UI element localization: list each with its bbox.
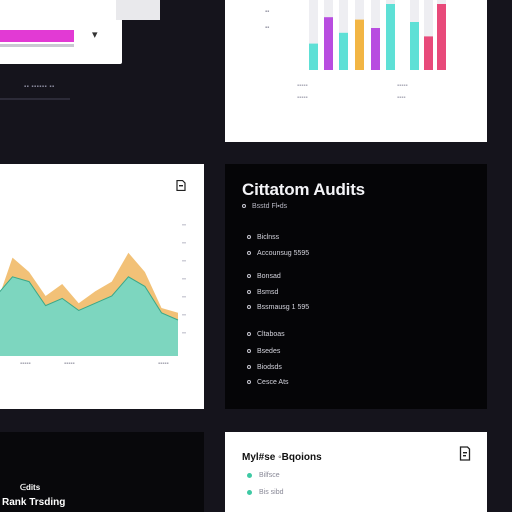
bar-chart-card: ▪▪ ▪▪ ▪▪▪▪▪ ▪▪▪▪▪ ▪▪▪▪▪ ▪▪▪▪ <box>225 0 487 142</box>
audit-item[interactable]: Bsedes <box>247 348 280 355</box>
audit-item[interactable]: Cesce Ats <box>247 379 289 386</box>
item-label: Bonsad <box>257 273 281 280</box>
y-tick-mark <box>182 314 186 316</box>
radio-icon <box>247 251 251 256</box>
audit-item[interactable]: Bssmausg 1 595 <box>247 304 309 311</box>
progress-bar-magenta <box>0 30 74 42</box>
status-dot-icon <box>247 472 252 478</box>
progress-bar-track <box>0 44 74 47</box>
document-icon[interactable] <box>176 180 186 191</box>
bar <box>339 32 348 70</box>
radio-icon <box>247 332 251 337</box>
radio-icon <box>247 349 251 354</box>
y-tick-mark <box>182 242 186 244</box>
x-tick-label: ▪▪▪▪▪ <box>158 361 169 367</box>
x-tick-label: ▪▪▪▪▪ <box>64 361 75 367</box>
line-chart-card: ▪▪▪▪▪ ▪▪▪▪▪ ▪▪▪▪▪ <box>0 164 204 409</box>
item-label: Accounsug 5595 <box>257 250 310 257</box>
bar <box>324 17 333 70</box>
item-label: Cesce Ats <box>257 379 289 386</box>
teal-line-series <box>0 276 179 321</box>
area-chart: ▪▪▪▪▪ ▪▪▪▪▪ ▪▪▪▪▪ <box>0 224 186 367</box>
radio-icon <box>247 380 251 385</box>
divider <box>0 98 70 100</box>
top-left-card: ▾ <box>0 0 160 64</box>
radio-icon <box>242 204 246 209</box>
y-tick-mark <box>182 260 186 262</box>
bar <box>386 4 395 70</box>
document-icon[interactable] <box>459 446 471 461</box>
x-tick-label: ▪▪▪▪▪ <box>20 361 31 367</box>
bar-chart: ▪▪ ▪▪ ▪▪▪▪▪ ▪▪▪▪▪ ▪▪▪▪▪ ▪▪▪▪ <box>265 0 446 101</box>
y-tick-label: ▪▪ <box>265 9 269 15</box>
item-label: Bis sibd <box>259 489 284 496</box>
panel-heading: Rank Trsding <box>2 497 66 508</box>
panel-subtitle: Bsstd Fl▪ds <box>242 203 287 210</box>
y-tick-label: ▪▪ <box>265 25 269 31</box>
audit-item[interactable]: Cltaboas <box>247 331 285 338</box>
x-tick-label: ▪▪▪▪▪ <box>297 95 308 101</box>
bar <box>410 22 419 70</box>
item-label: Biclnss <box>257 234 280 241</box>
radio-icon <box>247 274 251 279</box>
bar-track <box>424 0 433 70</box>
y-tick-mark <box>182 296 186 298</box>
item-label: Bilfsce <box>259 472 280 479</box>
bar <box>309 43 318 70</box>
x-tick-label: ▪▪▪▪▪ <box>297 83 308 89</box>
audit-item[interactable]: Biclnss <box>247 234 279 241</box>
list-item[interactable]: Bilfsce <box>247 472 280 479</box>
bottom-left-panel <box>0 432 204 512</box>
item-label: Bsedes <box>257 348 281 355</box>
card-title: Myl#se ◦Bqoions <box>242 452 322 463</box>
item-label: Bsmsd <box>257 289 279 296</box>
teal-area-series <box>0 276 178 356</box>
bottom-right-card: Myl#se ◦Bqoions Bilfsce Bis sibd <box>225 432 487 512</box>
item-label: Biodsds <box>257 364 282 371</box>
list-item[interactable]: Bis sibd <box>247 489 284 496</box>
item-label: Cltaboas <box>257 331 285 338</box>
ghost-panel <box>116 0 160 20</box>
bar-track <box>309 0 318 70</box>
audit-item[interactable]: Bsmsd <box>247 289 278 296</box>
bar <box>355 19 364 71</box>
x-tick-label: ▪▪▪▪▪ <box>397 83 408 89</box>
y-tick-mark <box>182 224 186 226</box>
audit-item[interactable]: Bonsad <box>247 273 281 280</box>
status-dot-icon <box>247 489 252 495</box>
radio-icon <box>247 305 251 310</box>
subtitle-text: Bsstd Fl▪ds <box>252 203 288 210</box>
audit-item[interactable]: Biodsds <box>247 364 282 371</box>
radio-icon <box>247 365 251 370</box>
radio-icon <box>247 235 251 240</box>
audit-panel: Cittatom Audits Bsstd Fl▪ds Biclnss Acco… <box>225 164 487 409</box>
panel-label: ᕮdits <box>20 483 41 492</box>
audit-item[interactable]: Accounsug 5595 <box>247 250 309 257</box>
item-label: Bssmausg 1 595 <box>257 304 310 311</box>
bar <box>371 28 380 70</box>
y-tick-mark <box>182 332 186 334</box>
bar <box>437 4 446 70</box>
bar <box>424 36 433 70</box>
y-tick-mark <box>182 278 186 280</box>
radio-icon <box>247 290 251 295</box>
x-tick-label: ▪▪▪▪ <box>397 95 406 101</box>
chevron-down-icon[interactable]: ▾ <box>92 29 98 41</box>
panel-title: Cittatom Audits <box>242 180 365 199</box>
top-left-caption: ▪▪ ▪▪▪▪▪▪ ▪▪ <box>24 84 55 90</box>
